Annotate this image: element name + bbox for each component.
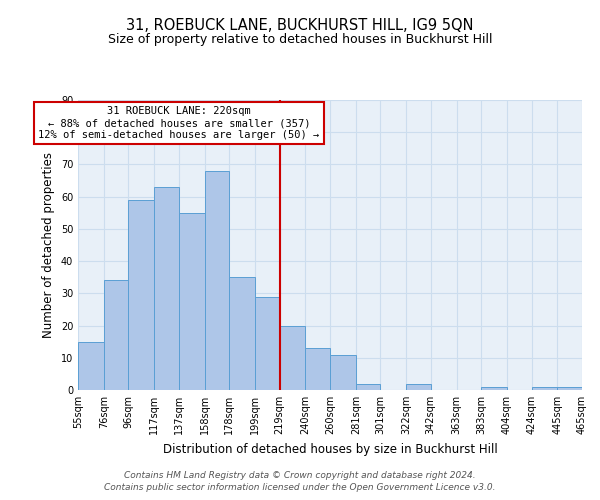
Bar: [280, 326, 305, 390]
Bar: [255, 296, 280, 390]
Bar: [154, 187, 179, 390]
Bar: [179, 213, 205, 390]
Text: 31 ROEBUCK LANE: 220sqm
← 88% of detached houses are smaller (357)
12% of semi-d: 31 ROEBUCK LANE: 220sqm ← 88% of detache…: [38, 106, 319, 140]
Bar: [78, 342, 104, 390]
Text: Size of property relative to detached houses in Buckhurst Hill: Size of property relative to detached ho…: [108, 32, 492, 46]
Bar: [305, 348, 330, 390]
Bar: [481, 387, 507, 390]
Bar: [356, 384, 380, 390]
Y-axis label: Number of detached properties: Number of detached properties: [42, 152, 55, 338]
Bar: [104, 280, 128, 390]
Text: Contains public sector information licensed under the Open Government Licence v3: Contains public sector information licen…: [104, 484, 496, 492]
Bar: [330, 354, 356, 390]
Bar: [128, 200, 154, 390]
Bar: [229, 277, 255, 390]
Bar: [205, 171, 229, 390]
Bar: [557, 387, 582, 390]
Text: 31, ROEBUCK LANE, BUCKHURST HILL, IG9 5QN: 31, ROEBUCK LANE, BUCKHURST HILL, IG9 5Q…: [126, 18, 474, 32]
Text: Contains HM Land Registry data © Crown copyright and database right 2024.: Contains HM Land Registry data © Crown c…: [124, 471, 476, 480]
X-axis label: Distribution of detached houses by size in Buckhurst Hill: Distribution of detached houses by size …: [163, 442, 497, 456]
Bar: [406, 384, 431, 390]
Bar: [532, 387, 557, 390]
